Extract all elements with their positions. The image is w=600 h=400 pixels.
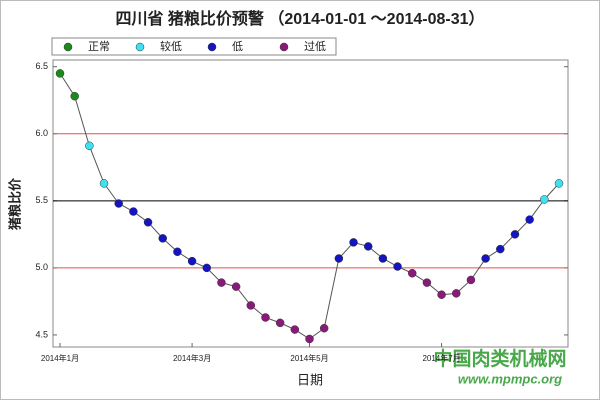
legend-label: 低 [232, 40, 243, 53]
data-point [422, 278, 432, 287]
legend-label: 正常 [88, 40, 110, 53]
data-point [554, 179, 564, 188]
data-point [275, 318, 285, 328]
y-tick-label: 4.5 [35, 329, 48, 339]
watermark: 中国肉类机械网 [433, 347, 566, 370]
x-axis-label: 日期 [297, 372, 323, 387]
x-tick-label: 2014年3月 [173, 353, 211, 363]
data-point [378, 254, 388, 263]
data-point [231, 282, 241, 291]
y-tick-label: 6.5 [35, 61, 48, 71]
plot-area [52, 59, 569, 348]
data-point [496, 244, 505, 254]
data-point [129, 207, 138, 216]
x-tick-label: 2014年1月 [41, 353, 79, 363]
legend-marker [135, 42, 145, 52]
legend-marker [279, 42, 289, 52]
data-point [452, 289, 461, 298]
legend-label: 过低 [304, 40, 326, 53]
x-tick-label: 2014年5月 [290, 353, 328, 363]
y-tick-label: 5.5 [35, 195, 48, 205]
legend-label: 较低 [160, 39, 182, 53]
watermark: www.mpmpc.org [458, 371, 562, 386]
data-point [158, 234, 167, 243]
data-point [55, 69, 65, 78]
chart-title: 四川省 猪粮比价预警 （2014-01-01 ～2014-08-31） [115, 9, 484, 28]
data-point [217, 278, 226, 287]
legend-box [51, 37, 337, 56]
data-point [393, 262, 402, 271]
y-axis-label: 猪粮比价 [7, 177, 22, 231]
data-point [481, 254, 490, 263]
data-point [85, 141, 94, 151]
x-tick-label: 2014年7月 [422, 353, 460, 363]
data-point [437, 290, 446, 299]
data-point [173, 247, 182, 257]
data-point [70, 91, 79, 101]
legend-marker [63, 42, 73, 52]
data-point [202, 263, 212, 273]
data-point [261, 313, 270, 322]
data-point [334, 254, 344, 263]
y-tick-label: 5.0 [35, 262, 48, 272]
legend-marker [207, 42, 217, 52]
data-point [525, 215, 534, 224]
data-point [407, 268, 417, 278]
data-point [187, 256, 197, 266]
data-point [99, 179, 109, 188]
data-point [305, 334, 314, 344]
data-point [246, 301, 256, 310]
data-point [319, 323, 329, 333]
data-point [290, 325, 300, 334]
data-point [114, 199, 123, 208]
data-point [143, 218, 153, 227]
data-point [349, 238, 358, 247]
data-point [363, 242, 373, 251]
data-point [510, 230, 520, 239]
data-point [466, 275, 476, 285]
y-tick-label: 6.0 [35, 128, 48, 138]
data-point [540, 195, 549, 204]
